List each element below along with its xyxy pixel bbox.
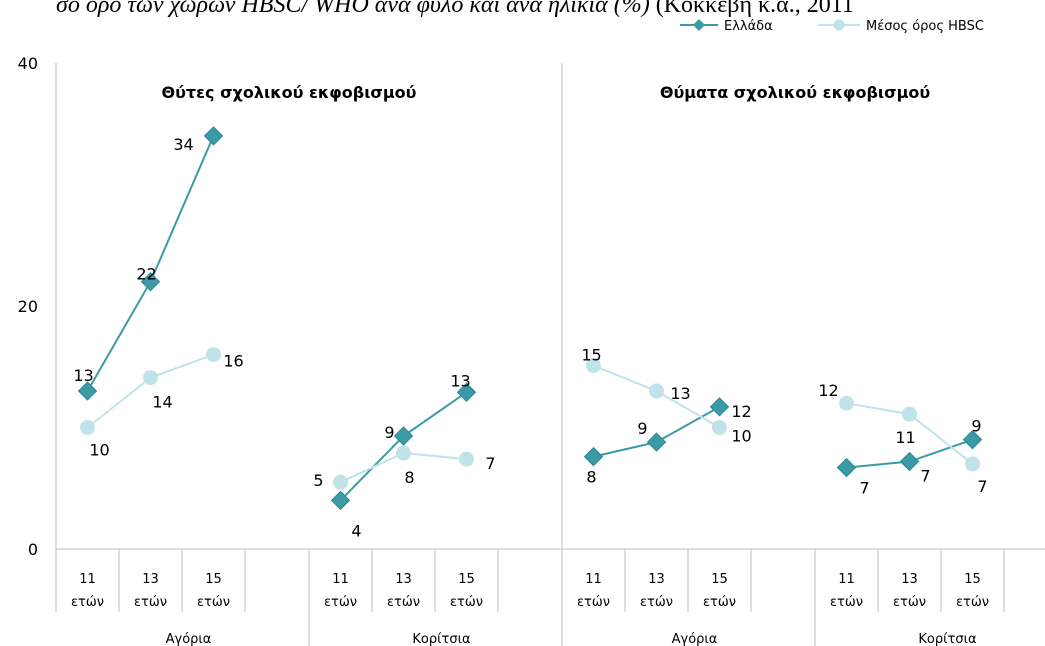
hbsc-average-point bbox=[649, 383, 664, 399]
greece-data-label: 4 bbox=[351, 521, 361, 540]
x-tick-label-age: 11 bbox=[332, 572, 349, 587]
greece-data-label: 9 bbox=[637, 419, 647, 438]
hbsc-average-point bbox=[80, 420, 95, 435]
legend-hbsc-label: Μέσος όρος HBSC bbox=[866, 19, 984, 34]
hbsc-average-data-label: 12 bbox=[818, 381, 838, 400]
chart-legend: Ελλάδα Μέσος όρος HBSC bbox=[680, 19, 984, 34]
x-group-label: Κορίτσια bbox=[918, 632, 976, 646]
x-tick-label-age: 11 bbox=[585, 572, 602, 587]
hbsc-average-point bbox=[839, 395, 854, 411]
greece-point bbox=[330, 490, 351, 511]
hbsc-average-data-label: 5 bbox=[313, 471, 323, 490]
greece-series-line bbox=[86, 135, 215, 392]
x-tick-label-age: 15 bbox=[458, 572, 475, 587]
x-tick-label-unit: ετών bbox=[197, 595, 230, 610]
greece-point bbox=[393, 426, 414, 446]
x-tick-label-unit: ετών bbox=[640, 595, 673, 610]
hbsc-average-data-label: 8 bbox=[404, 468, 414, 487]
greece-data-label: 34 bbox=[173, 135, 193, 154]
x-tick-label-unit: ετών bbox=[956, 595, 989, 610]
greece-point bbox=[836, 457, 857, 478]
greece-data-label: 7 bbox=[920, 467, 930, 486]
panel-title: Θύματα σχολικού εκφοβισμού bbox=[660, 83, 931, 102]
greece-point bbox=[709, 397, 730, 417]
hbsc-average-point bbox=[143, 370, 158, 386]
greece-point bbox=[899, 451, 920, 472]
hbsc-average-point bbox=[965, 456, 980, 472]
greece-data-label: 13 bbox=[73, 366, 93, 385]
y-tick-label: 0 bbox=[28, 540, 38, 559]
x-tick-label-unit: ετών bbox=[134, 595, 167, 610]
hbsc-average-data-label: 15 bbox=[581, 346, 601, 365]
caption-citation-text: (Κόκκεβη κ.ά., 2011 bbox=[649, 0, 854, 18]
hbsc-average-data-label: 10 bbox=[731, 427, 751, 446]
x-group-label: Αγόρια bbox=[166, 632, 212, 646]
hbsc-average-data-label: 7 bbox=[485, 454, 495, 473]
greece-data-label: 9 bbox=[971, 417, 981, 436]
greece-data-label: 7 bbox=[859, 479, 869, 498]
greece-data-label: 9 bbox=[384, 423, 394, 442]
hbsc-average-point bbox=[586, 358, 601, 374]
x-tick-label-unit: ετών bbox=[577, 595, 610, 610]
x-tick-label-unit: ετών bbox=[830, 595, 863, 610]
greece-point bbox=[962, 429, 983, 450]
greece-point bbox=[583, 446, 604, 467]
greece-data-label: 8 bbox=[586, 468, 596, 487]
x-tick-label-unit: ετών bbox=[450, 595, 483, 610]
x-group-label: Κορίτσια bbox=[412, 632, 470, 646]
legend-hbsc-marker bbox=[833, 19, 845, 31]
hbsc-average-data-label: 13 bbox=[670, 384, 690, 403]
legend-greece-label: Ελλάδα bbox=[724, 19, 773, 34]
hbsc-average-point bbox=[396, 445, 411, 461]
x-tick-label-age: 13 bbox=[648, 572, 665, 587]
legend-greece-marker bbox=[693, 19, 705, 31]
greece-point bbox=[77, 381, 98, 401]
greece-point bbox=[646, 432, 667, 452]
x-tick-label-unit: ετών bbox=[71, 595, 104, 610]
x-tick-label-age: 13 bbox=[395, 572, 412, 587]
greece-point bbox=[456, 382, 477, 402]
hbsc-average-point bbox=[712, 420, 727, 435]
hbsc-average-data-label: 7 bbox=[977, 477, 987, 496]
hbsc-average-data-label: 10 bbox=[89, 441, 109, 460]
hbsc-average-point bbox=[902, 406, 917, 422]
greece-point bbox=[140, 271, 161, 292]
x-tick-label-age: 15 bbox=[205, 572, 222, 587]
y-tick-label: 20 bbox=[18, 297, 38, 316]
greece-point bbox=[203, 126, 224, 146]
x-tick-label-age: 11 bbox=[838, 572, 855, 587]
x-tick-label-age: 13 bbox=[142, 572, 159, 587]
x-tick-label-age: 15 bbox=[711, 572, 728, 587]
greece-data-label: 13 bbox=[450, 371, 470, 390]
figure-caption: σο όρο των χωρών HBSC/ WHO ανά φύλο και … bbox=[56, 0, 854, 19]
hbsc-average-point bbox=[459, 451, 474, 467]
x-tick-label-age: 15 bbox=[964, 572, 981, 587]
hbsc-average-data-label: 11 bbox=[895, 428, 915, 447]
hbsc-average-series-line bbox=[86, 353, 214, 429]
panel-title: Θύτες σχολικού εκφοβισμού bbox=[162, 83, 417, 102]
x-tick-label-unit: ετών bbox=[324, 595, 357, 610]
x-tick-label-unit: ετών bbox=[703, 595, 736, 610]
chart-labels: Θύτες σχολικού εκφοβισμού Θύματα σχολικού… bbox=[71, 83, 989, 646]
x-tick-label-unit: ετών bbox=[387, 595, 420, 610]
hbsc-average-point bbox=[333, 474, 348, 490]
x-tick-label-unit: ετών bbox=[893, 595, 926, 610]
x-group-label: Αγόρια bbox=[672, 632, 718, 646]
chart-axes: 0 20 40 bbox=[18, 54, 1045, 646]
hbsc-average-point bbox=[206, 347, 221, 363]
caption-italic-text: σο όρο των χωρών HBSC/ WHO ανά φύλο και … bbox=[56, 0, 650, 18]
hbsc-average-data-label: 16 bbox=[223, 352, 243, 371]
x-tick-label-age: 11 bbox=[79, 572, 96, 587]
x-tick-label-age: 13 bbox=[901, 572, 918, 587]
greece-data-label: 12 bbox=[731, 402, 751, 421]
hbsc-average-data-label: 14 bbox=[152, 393, 172, 412]
greece-data-label: 22 bbox=[136, 265, 156, 284]
y-tick-label: 40 bbox=[18, 54, 38, 73]
chart-marks bbox=[77, 126, 983, 511]
